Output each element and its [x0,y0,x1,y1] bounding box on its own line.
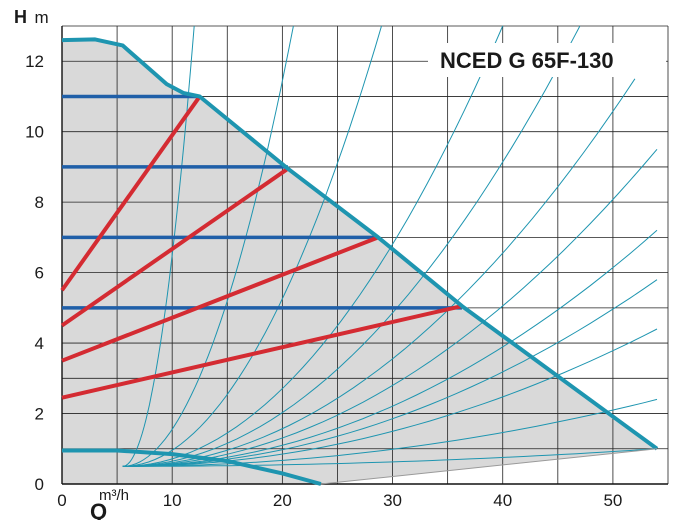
system-curve [122,448,658,467]
y-axis-label: H m [14,7,49,27]
y-tick-label: 0 [35,475,44,494]
title-backdrop [428,43,666,77]
x-tick-label: 50 [603,491,622,510]
x-tick-label: 30 [383,491,402,510]
chart-title: NCED G 65F-130 [440,48,614,73]
x-tick-label: 10 [163,491,182,510]
max-envelope-curve [61,37,659,451]
y-tick-label: 2 [35,405,44,424]
x-axis-symbol: Q [90,499,107,520]
system-curve [122,398,658,467]
envelope-base-edge [320,448,658,485]
proportional-pressure-line [61,235,379,363]
y-tick-label: 4 [35,334,44,353]
y-tick-label: 8 [35,193,44,212]
system-curve [122,25,195,467]
series-layer [60,94,463,400]
x-tick-label: 40 [493,491,512,510]
proportional-pressure-line [60,167,290,328]
operating-area-layer [62,39,657,485]
min-speed-curve [62,448,322,486]
proportional-pressure-line [61,304,463,400]
y-tick-label: 12 [25,52,44,71]
y-tick-label: 10 [25,123,44,142]
system-curve [122,25,581,467]
system-curve [122,328,658,467]
system-curve [122,279,658,467]
envelope-layer [61,37,659,486]
y-tick-label: 6 [35,264,44,283]
y-axis-symbol: H [14,7,27,27]
y-axis-unit: m [34,8,48,27]
x-tick-label: 0 [57,491,66,510]
x-axis-unit: m³/h [99,487,129,504]
system-curve [122,78,636,467]
tick-layer: 0 10 20 30 40 50 0 2 4 6 8 10 12 [25,52,622,510]
operating-area [62,39,657,485]
x-tick-label: 20 [273,491,292,510]
proportional-pressure-line [60,95,202,292]
